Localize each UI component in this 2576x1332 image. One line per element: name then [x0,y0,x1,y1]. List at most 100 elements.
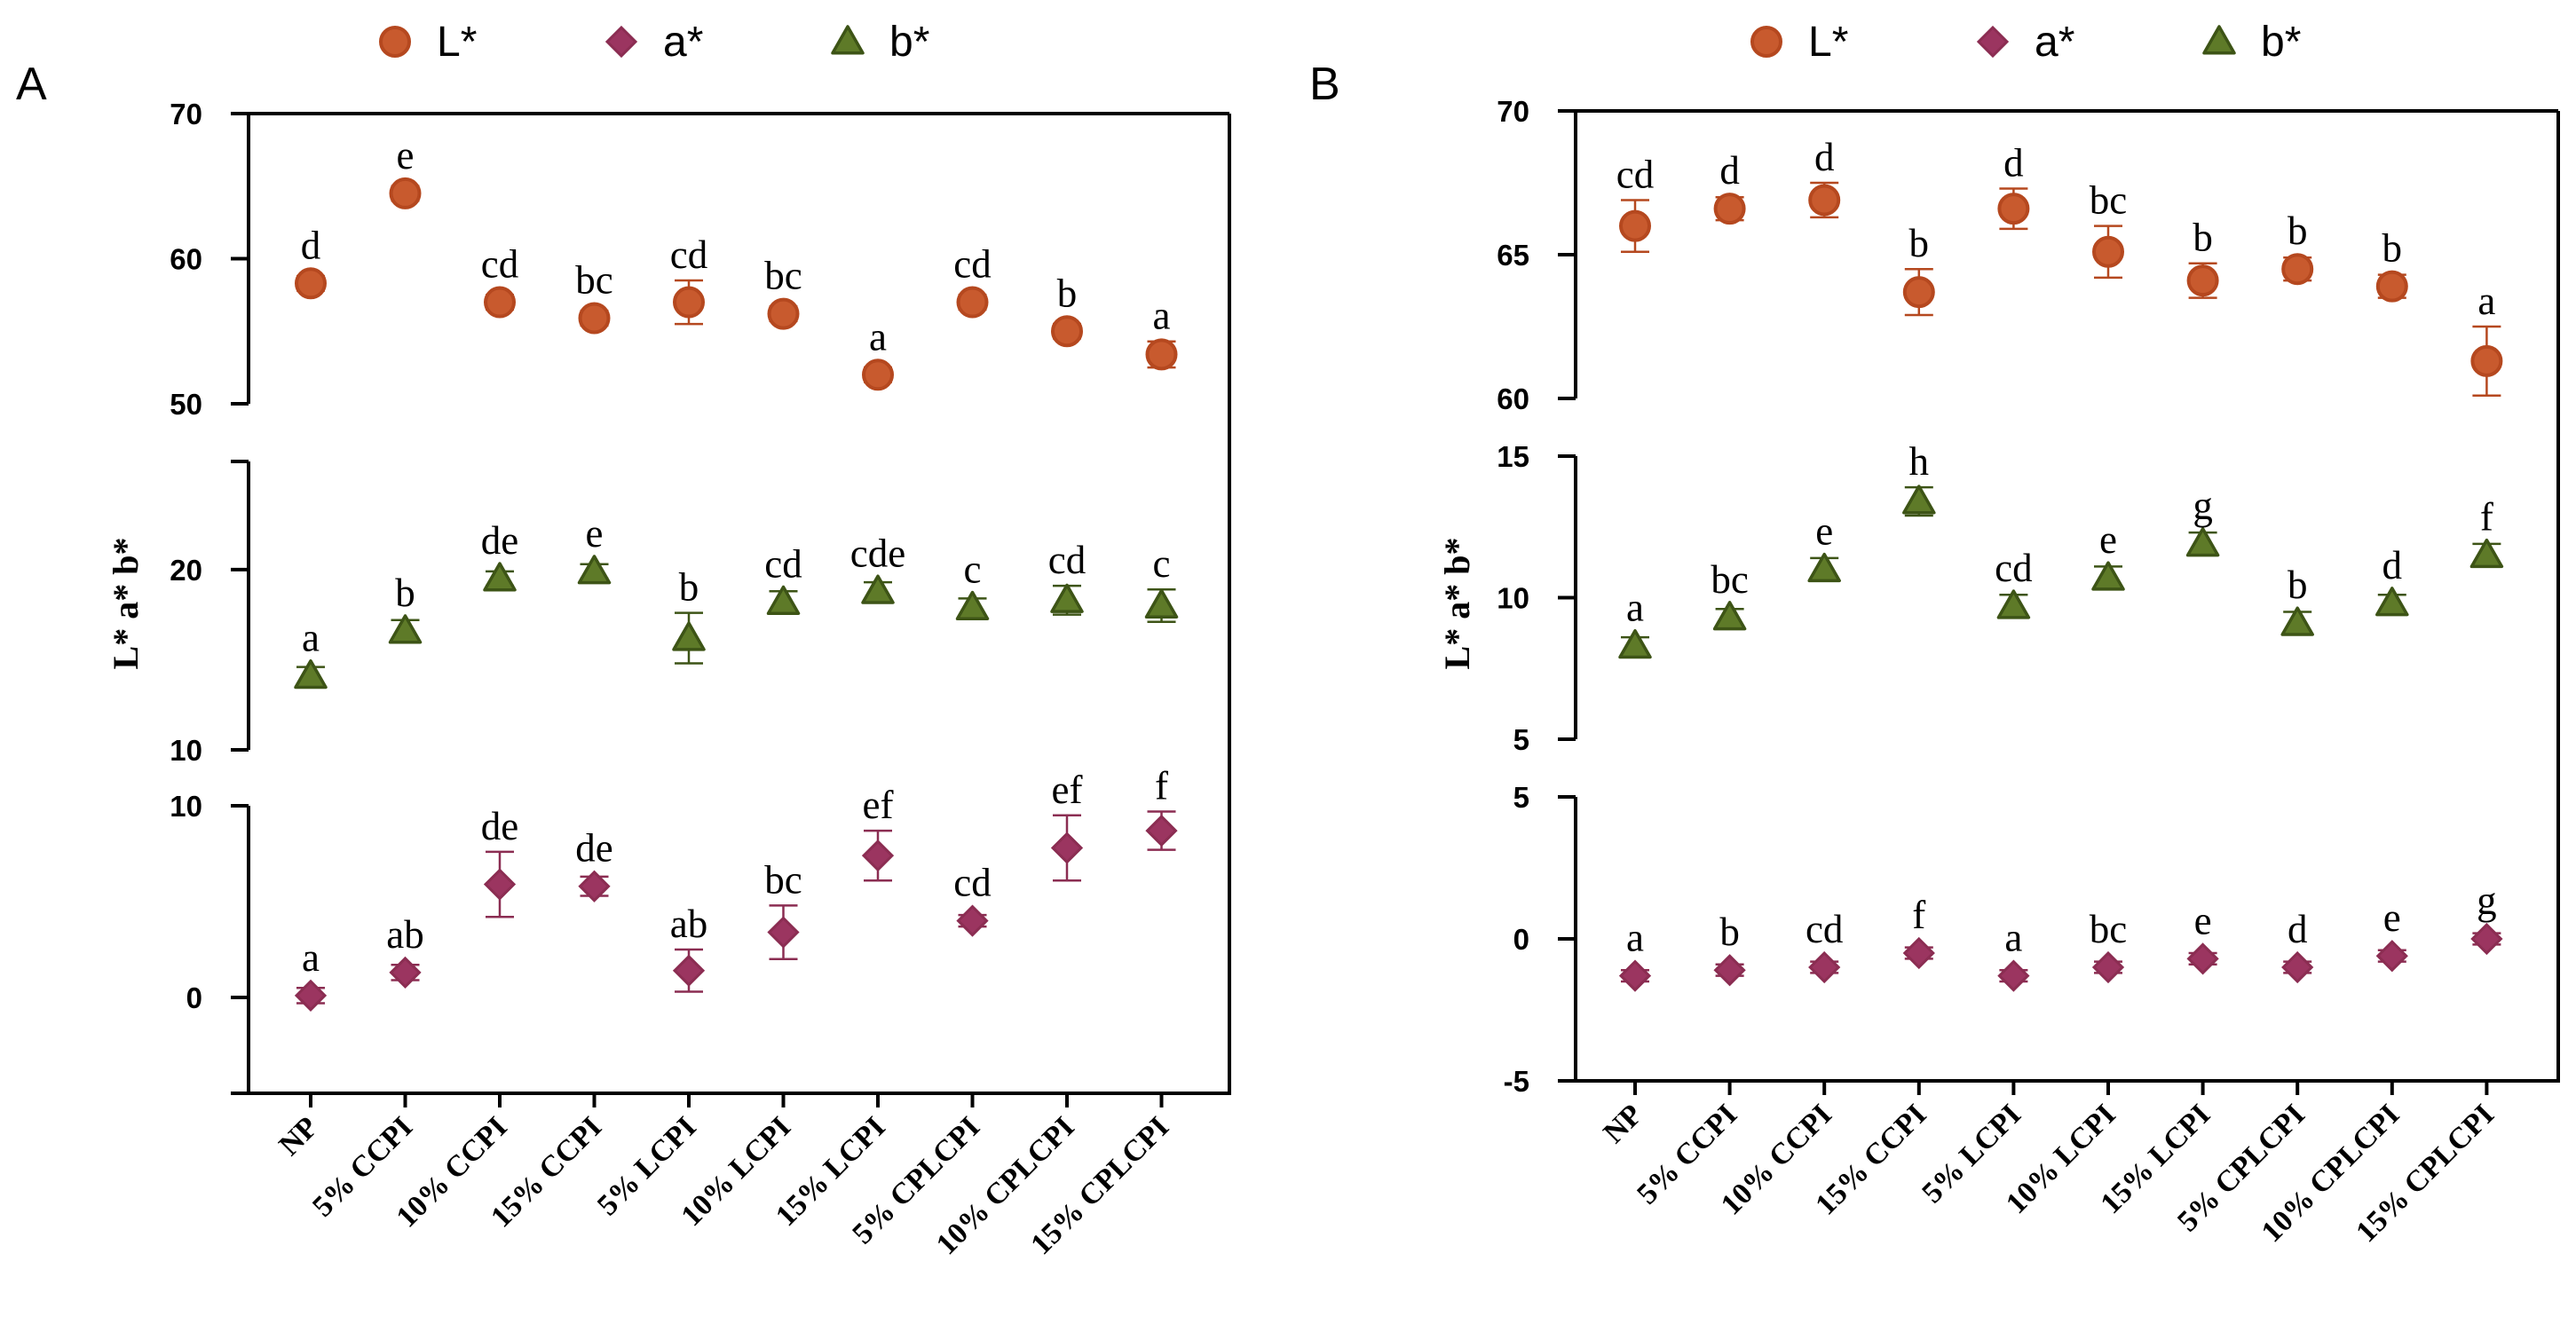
significance-label: e [586,511,604,556]
significance-label: cd [764,541,802,586]
significance-label: b [1719,910,1740,954]
data-point-circle [1997,193,2030,225]
legend-marker-circle [379,26,411,58]
data-point-triangle [388,614,423,644]
significance-label: de [575,826,612,871]
y-tick-label: 5 [1513,723,1529,756]
data-point-triangle [1712,601,1747,631]
significance-label: de [481,518,518,563]
data-point-diamond [1902,936,1935,970]
significance-label: ab [386,912,423,957]
y-tick-label: 70 [170,98,202,130]
data-point-diamond [1145,814,1178,847]
significance-label: d [2003,140,2024,185]
segment-a*: 0 10 a ab de de ab bc ef cd ef f [170,763,1178,1095]
data-point-circle [2375,270,2408,303]
y-tick-label: 70 [1497,95,1529,128]
data-point-diamond [294,979,328,1012]
significance-label: c [1153,541,1171,586]
data-point-diamond [2470,922,2503,956]
data-point-triangle [2185,527,2220,557]
significance-label: d [1814,135,1835,179]
data-point-diamond [483,868,517,901]
significance-label: bc [764,254,802,298]
significance-label: f [1912,893,1925,937]
significance-label: e [2099,517,2117,562]
significance-label: ef [1052,768,1083,812]
legend-marker-triangle [2202,25,2236,55]
significance-label: b [2382,226,2403,271]
legend-marker-diamond [604,25,638,59]
significance-label: b [2193,216,2213,260]
data-point-triangle [2469,538,2504,569]
data-point-triangle [577,555,612,585]
data-point-triangle [2091,561,2125,591]
panel-label: B [1309,59,1340,110]
data-point-diamond [1050,832,1084,864]
significance-label: cd [953,861,991,905]
data-point-circle [389,177,422,209]
legend-marker-triangle [831,25,865,55]
significance-label: cd [481,242,518,287]
significance-label: ab [670,902,707,946]
significance-label: bc [1711,557,1748,602]
data-point-triangle [672,621,706,651]
significance-label: cd [1616,152,1654,196]
legend-label: L* [437,19,477,66]
data-point-diamond [389,956,422,989]
data-point-triangle [955,590,990,621]
significance-label: d [1719,148,1740,193]
significance-label: cd [1806,907,1843,951]
segment-a*: -5 0 5 a b cd f a bc e d e g [1504,781,2503,1098]
significance-label: g [2477,879,2497,923]
data-point-triangle [294,658,328,690]
x-tick-label: NP [273,1110,324,1162]
legend: L* a* b* [379,19,929,66]
y-tick-label: 10 [1497,582,1529,615]
y-axis-title: L* a* b* [106,538,146,670]
significance-label: e [1815,509,1833,554]
data-point-diamond [1713,954,1746,987]
data-point-triangle [2375,587,2409,617]
y-tick-label: 0 [186,981,202,1014]
data-point-circle [295,267,327,300]
legend-label: b* [2261,19,2301,66]
y-tick-label: 15 [1497,440,1529,473]
significance-label: c [964,548,982,592]
data-point-circle [1619,209,1651,242]
legend-label: a* [663,19,703,66]
significance-label: a [2004,916,2022,960]
significance-label: d [2382,543,2403,587]
panel-label: A [16,59,47,110]
data-point-diamond [2091,950,2125,984]
significance-label: bc [575,258,612,303]
significance-label: f [1155,763,1168,808]
significance-label: cde [850,531,905,575]
data-point-triangle [1050,583,1084,613]
data-point-circle [1051,315,1083,348]
y-tick-label: 20 [170,554,202,587]
y-axis-title: L* a* b* [1437,538,1477,670]
significance-label: d [301,223,321,267]
data-point-diamond [2186,942,2219,975]
data-point-triangle [2280,606,2314,636]
x-tick-label: NP [1597,1098,1648,1149]
data-point-diamond [1997,959,2030,992]
data-point-triangle [861,574,895,604]
data-point-diamond [1618,959,1652,992]
data-point-diamond [767,916,800,949]
significance-label: bc [2090,178,2127,223]
significance-label: a [1626,586,1644,630]
legend-label: a* [2035,19,2074,66]
legend-marker-diamond [1976,25,2010,59]
data-point-diamond [672,954,706,987]
significance-label: a [869,314,887,359]
data-point-circle [862,359,894,391]
data-point-circle [1808,184,1841,217]
y-tick-label: 0 [1513,923,1529,956]
significance-label: a [1153,294,1171,338]
significance-label: a [1626,916,1644,960]
